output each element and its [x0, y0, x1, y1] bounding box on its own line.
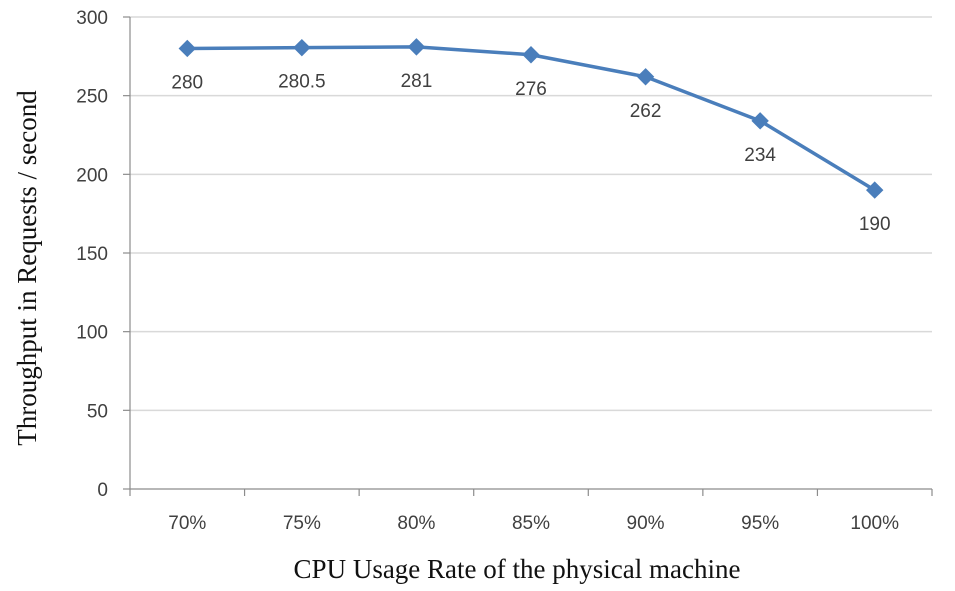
x-tick-label: 80% [397, 513, 435, 534]
y-tick-label: 250 [76, 87, 108, 108]
y-tick-label: 150 [76, 244, 108, 265]
y-tick-label: 50 [87, 401, 108, 422]
data-label: 262 [630, 101, 662, 122]
data-label: 190 [859, 214, 891, 235]
data-label: 280.5 [278, 72, 326, 93]
y-tick-label: 300 [76, 8, 108, 29]
x-tick-label: 95% [741, 513, 779, 534]
data-point-marker [407, 38, 426, 56]
y-tick-label: 0 [97, 480, 108, 501]
data-label: 281 [401, 71, 433, 92]
y-axis-title: Throughput in Requests / second [12, 90, 42, 446]
x-tick-label: 85% [512, 513, 550, 534]
data-labels: 280 280.5 281 276 262 234 190 [171, 71, 890, 235]
series-layer [178, 38, 884, 199]
data-point-marker [751, 112, 769, 130]
axes: 0 50 100 150 200 250 300 70% 75% 80% 85% 90% 95% 100% [76, 8, 933, 534]
data-label: 276 [515, 79, 547, 100]
x-tick-label: 100% [850, 513, 899, 534]
data-point-marker [866, 181, 884, 199]
data-point-marker [293, 38, 311, 57]
gridlines [130, 16, 932, 412]
data-label: 280 [171, 72, 203, 93]
x-tick-label: 90% [627, 513, 665, 534]
data-point-marker [522, 46, 540, 64]
x-tick-label: 70% [168, 513, 206, 534]
data-point-marker [636, 68, 655, 86]
x-axis-title: CPU Usage Rate of the physical machine [294, 554, 741, 584]
data-point-marker [178, 39, 196, 58]
series-line [187, 45, 876, 192]
x-tick-label: 75% [283, 513, 321, 534]
y-tick-label: 200 [76, 165, 108, 186]
y-tick-label: 100 [76, 323, 108, 344]
data-label: 234 [744, 145, 776, 166]
